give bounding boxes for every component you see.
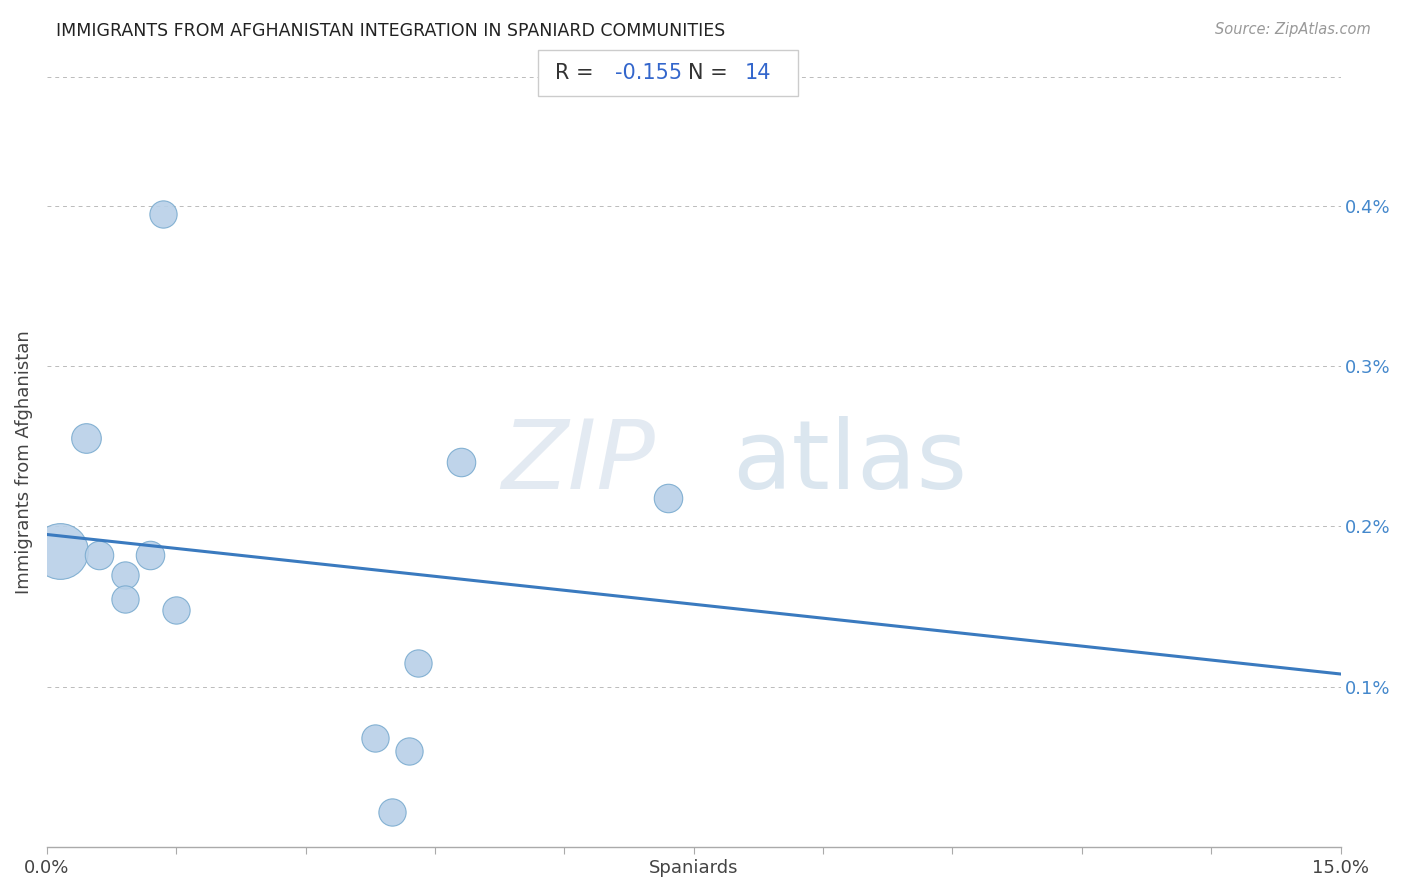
Text: 14: 14 bbox=[744, 63, 770, 83]
Point bbox=[381, 805, 404, 819]
Text: ZIP: ZIP bbox=[501, 416, 655, 508]
Text: R =: R = bbox=[554, 63, 600, 83]
Text: -0.155: -0.155 bbox=[614, 63, 682, 83]
Point bbox=[87, 549, 110, 563]
Text: N =: N = bbox=[688, 63, 734, 83]
Point bbox=[152, 207, 174, 221]
Point bbox=[450, 455, 472, 469]
Point bbox=[75, 431, 97, 445]
Text: atlas: atlas bbox=[733, 416, 967, 508]
Text: IMMIGRANTS FROM AFGHANISTAN INTEGRATION IN SPANIARD COMMUNITIES: IMMIGRANTS FROM AFGHANISTAN INTEGRATION … bbox=[56, 22, 725, 40]
Point bbox=[114, 567, 136, 582]
Point bbox=[398, 744, 420, 758]
Point bbox=[657, 491, 679, 505]
Point bbox=[49, 543, 72, 558]
Point bbox=[114, 591, 136, 606]
Text: Source: ZipAtlas.com: Source: ZipAtlas.com bbox=[1215, 22, 1371, 37]
Y-axis label: Immigrants from Afghanistan: Immigrants from Afghanistan bbox=[15, 330, 32, 594]
Point bbox=[139, 549, 162, 563]
Point bbox=[363, 731, 385, 746]
Point bbox=[406, 656, 429, 670]
Point bbox=[165, 603, 187, 617]
